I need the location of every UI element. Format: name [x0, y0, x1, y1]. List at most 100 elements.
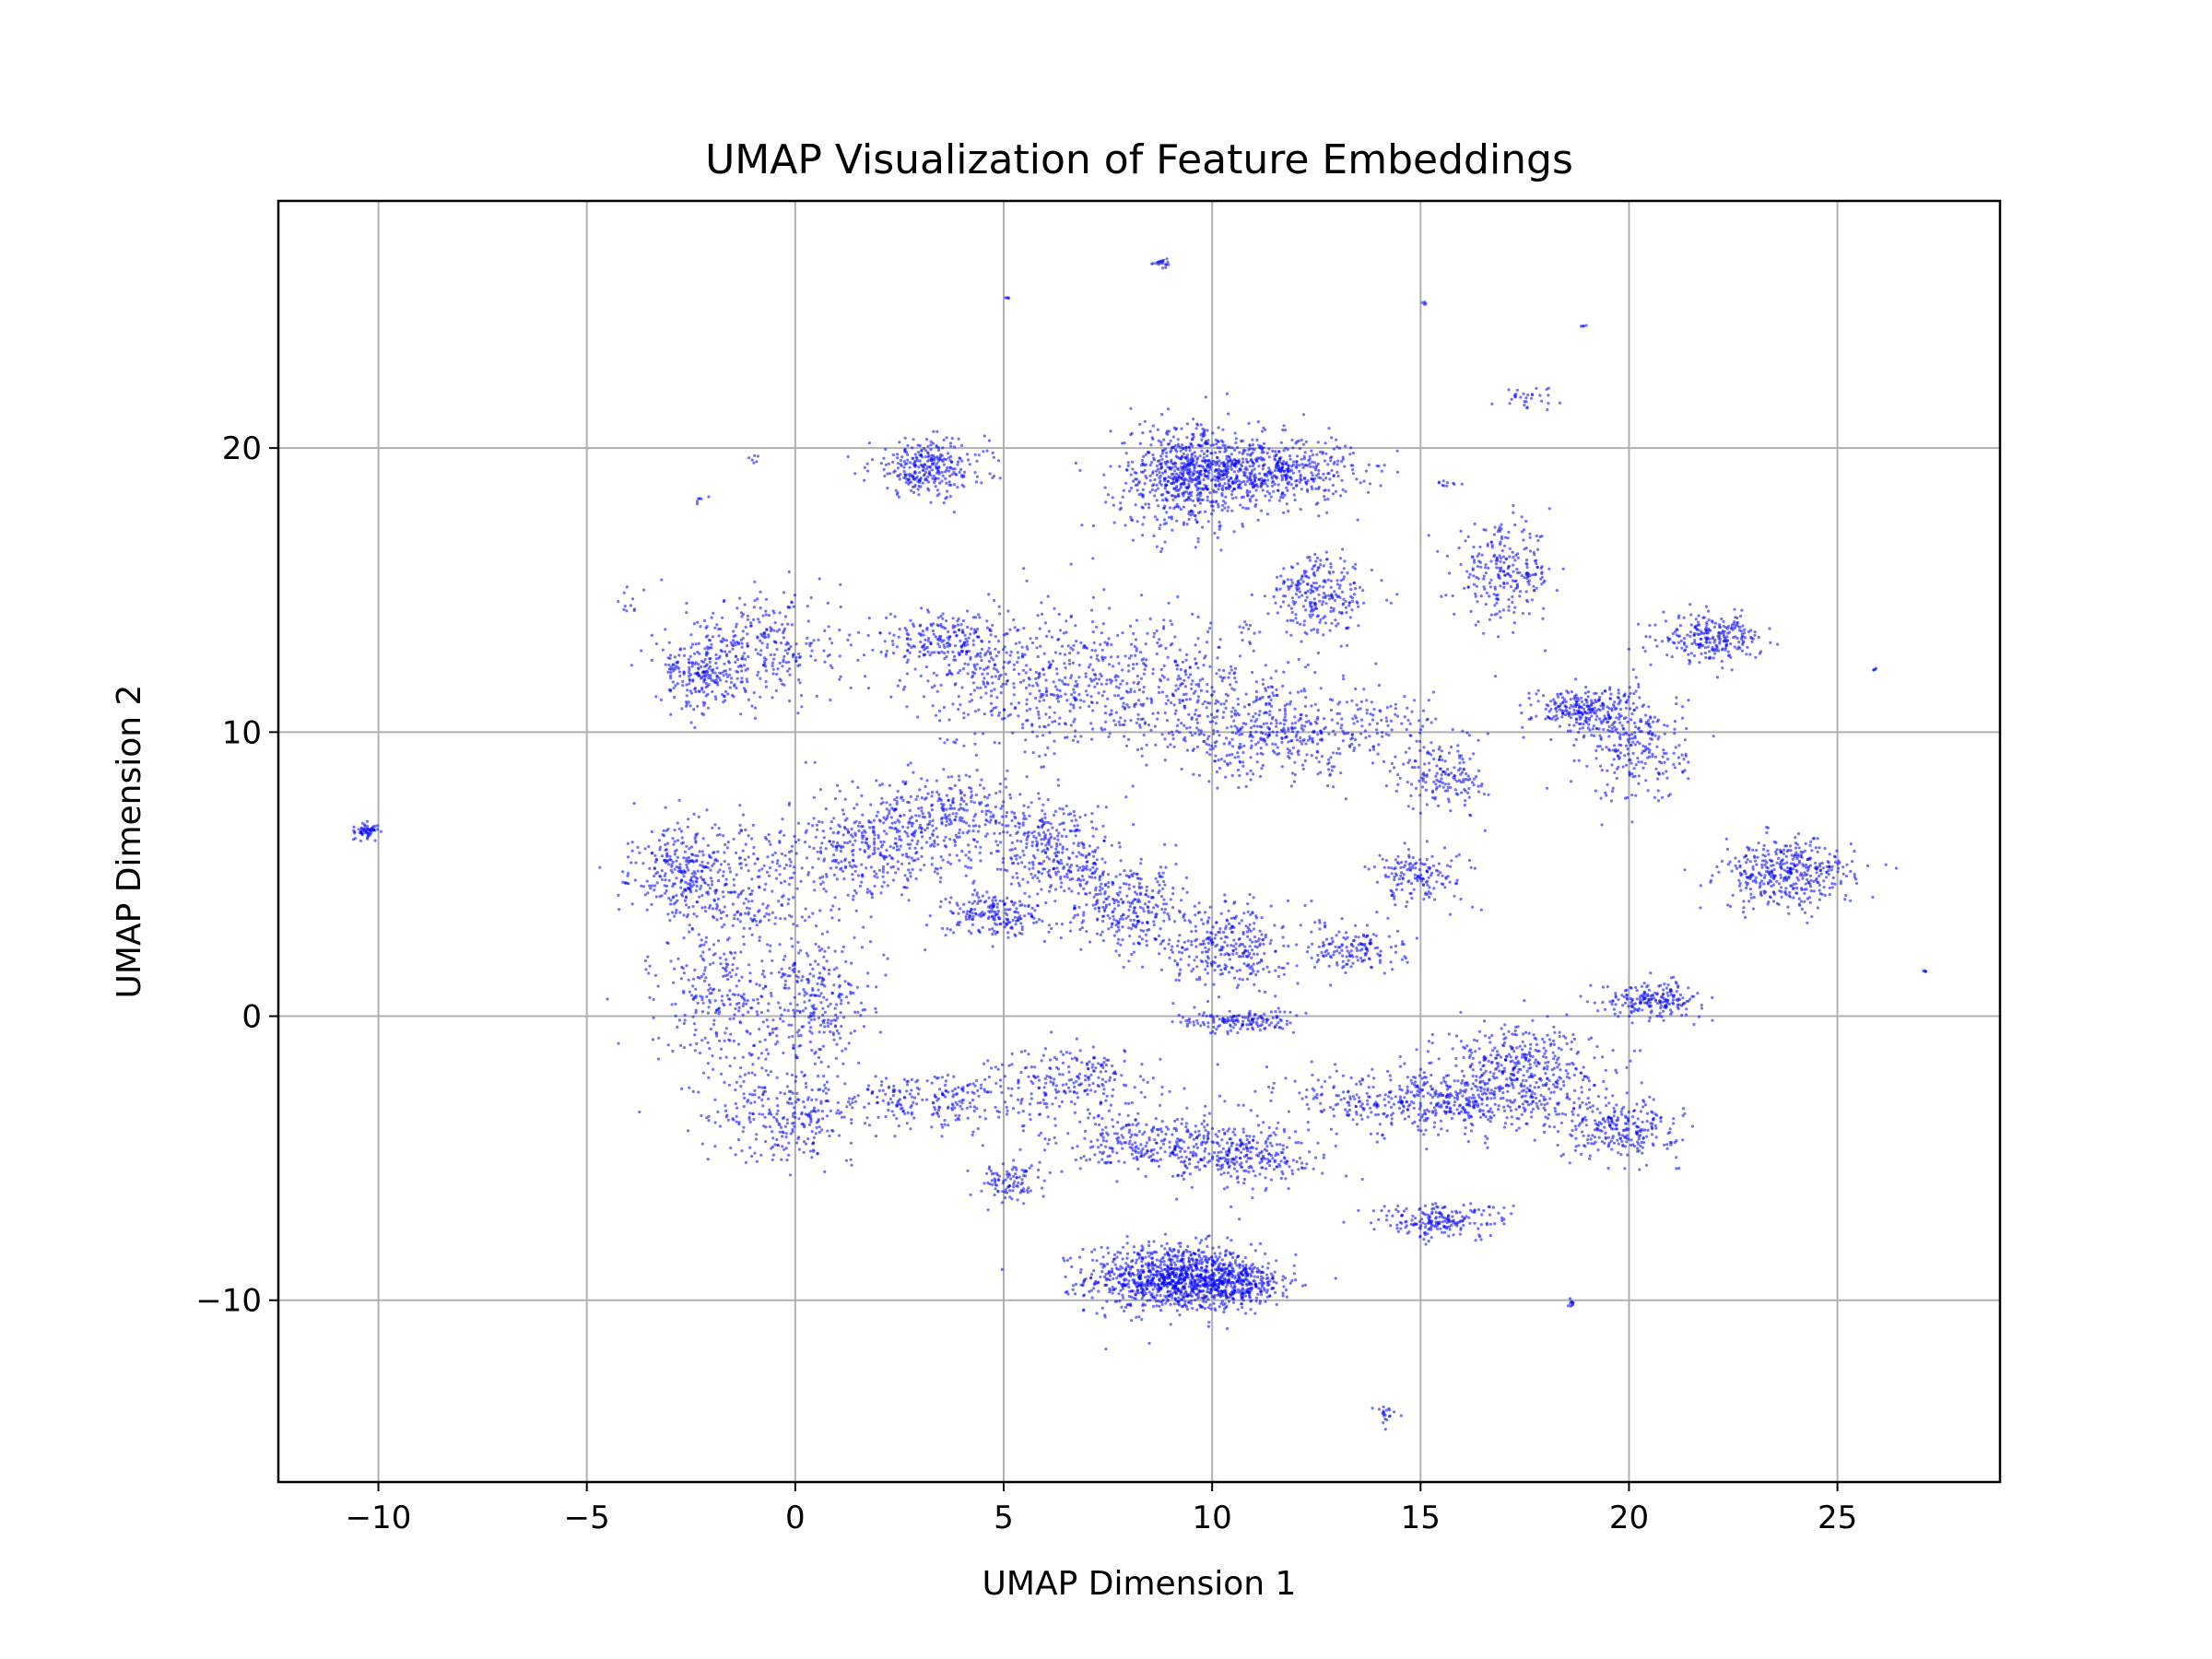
scatter-point — [1657, 984, 1660, 987]
scatter-point — [1253, 477, 1256, 480]
scatter-point — [1180, 1277, 1182, 1280]
scatter-point — [1548, 507, 1551, 510]
scatter-point — [1695, 618, 1698, 620]
scatter-point — [1185, 1295, 1188, 1298]
scatter-point — [1133, 1278, 1135, 1281]
scatter-point — [1311, 488, 1313, 490]
scatter-point — [1632, 692, 1635, 695]
scatter-point — [1289, 476, 1292, 478]
scatter-point — [1272, 490, 1275, 493]
scatter-point — [1163, 518, 1166, 521]
scatter-point — [1559, 1155, 1562, 1158]
scatter-point — [1223, 451, 1226, 453]
scatter-point — [1629, 772, 1631, 775]
scatter-point — [1250, 1275, 1253, 1277]
scatter-point — [1224, 496, 1227, 499]
scatter-point — [899, 477, 901, 480]
scatter-point — [1295, 466, 1298, 469]
scatter-point — [1221, 1280, 1224, 1283]
scatter-point — [1170, 1293, 1172, 1296]
scatter-point — [1340, 1099, 1343, 1101]
scatter-point — [1633, 722, 1636, 724]
scatter-point — [1218, 484, 1220, 487]
scatter-point — [1266, 1266, 1269, 1269]
scatter-point — [1495, 562, 1498, 565]
scatter-point — [1638, 1137, 1641, 1140]
scatter-point — [903, 460, 906, 463]
scatter-point — [1789, 896, 1792, 899]
scatter-point — [1343, 465, 1346, 468]
scatter-point — [957, 461, 959, 464]
scatter-point — [1001, 1268, 1004, 1271]
scatter-point — [1205, 1270, 1207, 1273]
scatter-point — [1726, 632, 1729, 635]
scatter-point — [1788, 876, 1791, 878]
scatter-point — [927, 454, 930, 457]
scatter-point — [1111, 1267, 1113, 1270]
scatter-point — [1168, 1258, 1171, 1261]
scatter-point — [1229, 486, 1231, 488]
scatter-point — [1815, 867, 1818, 870]
scatter-point — [1202, 488, 1205, 490]
scatter-point — [1731, 668, 1734, 671]
scatter-point — [1818, 899, 1821, 901]
scatter-point — [1147, 1241, 1150, 1243]
scatter-point — [1154, 489, 1157, 492]
scatter-point — [1743, 631, 1746, 634]
scatter-point — [1177, 1268, 1180, 1271]
scatter-point — [1570, 729, 1572, 732]
scatter-point — [1210, 1288, 1213, 1290]
scatter-point — [1809, 865, 1812, 867]
scatter-point — [1195, 427, 1198, 429]
scatter-point — [1200, 1239, 1203, 1241]
scatter-point — [1285, 1288, 1288, 1291]
scatter-point — [1144, 502, 1147, 505]
scatter-point — [1516, 584, 1519, 587]
scatter-point — [1790, 862, 1793, 865]
scatter-point — [1184, 1272, 1187, 1275]
scatter-point — [1565, 706, 1568, 709]
scatter-point — [1752, 868, 1755, 871]
scatter-point — [1687, 760, 1689, 763]
scatter-point — [1677, 641, 1680, 644]
scatter-point — [1164, 541, 1167, 544]
scatter-point — [1191, 512, 1194, 515]
scatter-point — [1160, 1281, 1163, 1284]
scatter-point — [917, 493, 920, 496]
scatter-point — [1532, 573, 1535, 576]
scatter-point — [1226, 1274, 1229, 1277]
scatter-point — [1361, 1077, 1364, 1080]
scatter-point — [1335, 490, 1337, 493]
scatter-point — [982, 450, 984, 453]
scatter-point — [1244, 471, 1247, 474]
scatter-point — [1252, 443, 1254, 446]
scatter-point — [1247, 1272, 1250, 1275]
scatter-point — [1382, 1134, 1384, 1136]
scatter-point — [1100, 1263, 1102, 1265]
scatter-point — [1687, 699, 1689, 701]
scatter-point — [1759, 874, 1762, 877]
scatter-point — [1150, 1284, 1153, 1287]
scatter-point — [1698, 1016, 1700, 1018]
scatter-point — [1177, 468, 1180, 471]
scatter-point — [902, 477, 905, 479]
scatter-point — [1669, 1141, 1672, 1144]
scatter-point — [1660, 1116, 1663, 1119]
scatter-point — [960, 444, 963, 447]
scatter-point — [1204, 434, 1206, 437]
scatter-point — [957, 464, 959, 466]
scatter-point — [1776, 848, 1779, 851]
scatter-point — [1216, 456, 1218, 459]
scatter-point — [1657, 789, 1660, 792]
scatter-point — [1227, 412, 1230, 415]
scatter-point — [1654, 1127, 1657, 1130]
scatter-point — [1393, 1103, 1395, 1106]
scatter-point — [1561, 712, 1564, 714]
scatter-point — [1188, 479, 1191, 482]
scatter-point — [1281, 1291, 1284, 1294]
scatter-point — [1769, 895, 1771, 898]
scatter-point — [1483, 575, 1486, 578]
scatter-point — [1559, 693, 1561, 696]
scatter-point — [1623, 1167, 1626, 1170]
scatter-point — [1286, 489, 1288, 492]
